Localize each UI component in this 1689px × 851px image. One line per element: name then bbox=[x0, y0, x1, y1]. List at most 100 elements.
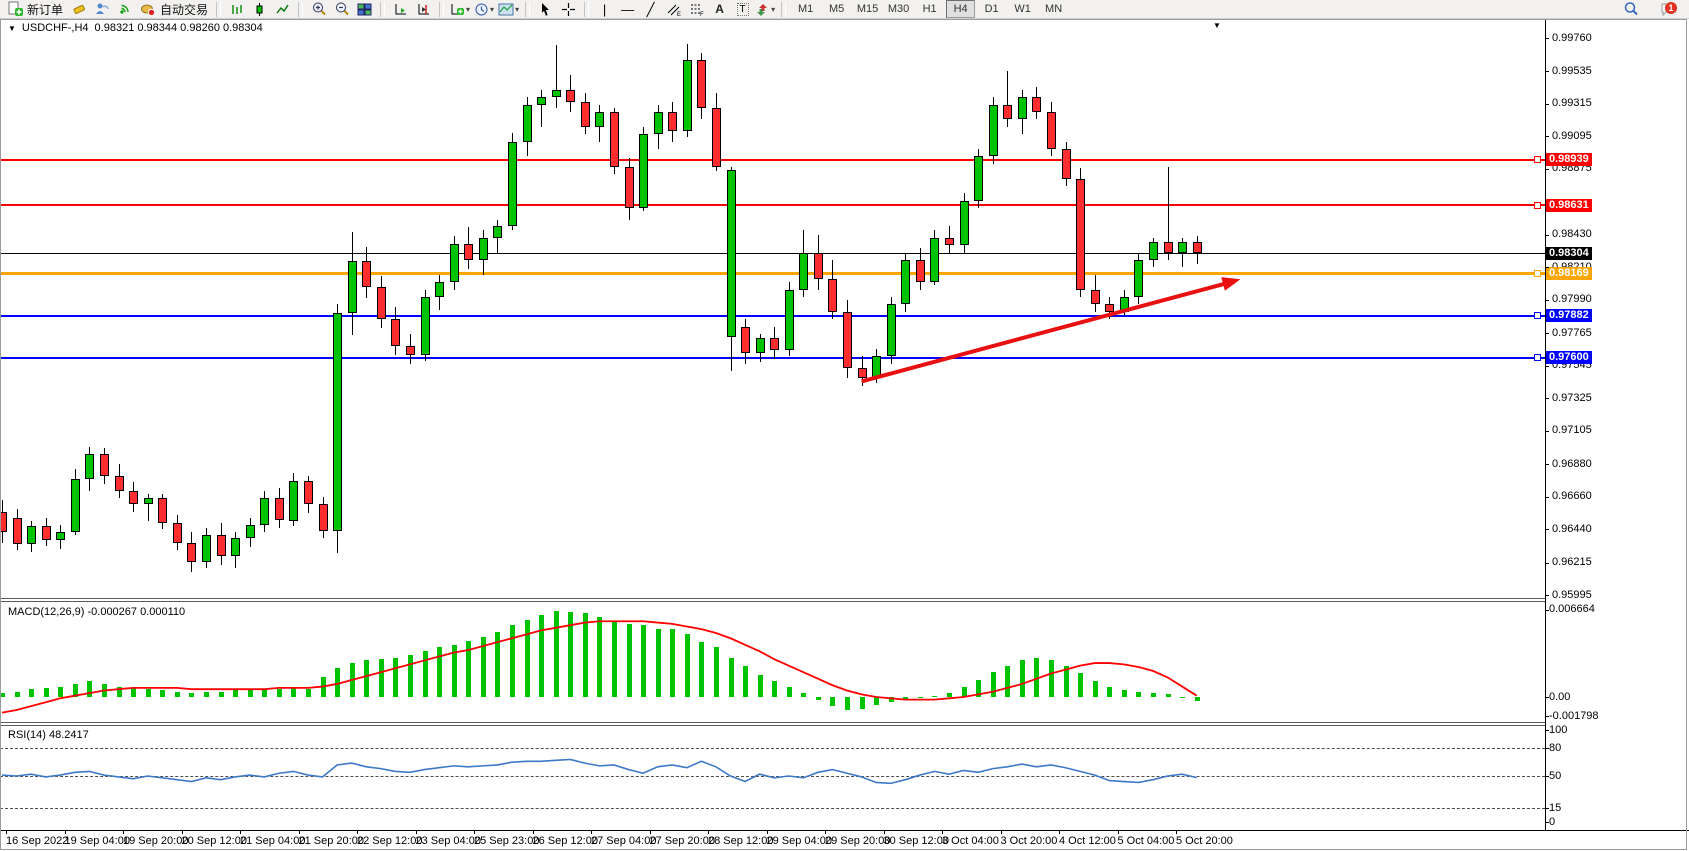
auto-scroll-button[interactable] bbox=[389, 1, 412, 18]
macd-histogram-bar bbox=[87, 681, 93, 697]
horizontal-line-button[interactable]: — bbox=[621, 1, 635, 17]
publish-button[interactable] bbox=[90, 1, 113, 18]
vertical-line-button[interactable]: | bbox=[602, 1, 607, 17]
toolbar-separator bbox=[298, 1, 304, 17]
zoom-out-button[interactable] bbox=[330, 1, 353, 18]
line-handle[interactable] bbox=[1534, 269, 1541, 277]
timeframe-button-w1[interactable]: W1 bbox=[1014, 3, 1031, 15]
macd-histogram-bar bbox=[932, 695, 938, 697]
time-label: 5 Oct 20:00 bbox=[1176, 835, 1233, 847]
text-button[interactable]: A bbox=[715, 2, 724, 16]
timeframe-button-m15[interactable]: M15 bbox=[856, 3, 879, 15]
fibonacci-button[interactable]: F bbox=[685, 1, 708, 18]
timeframe-button-h4[interactable]: H4 bbox=[946, 0, 976, 18]
macd-histogram-bar bbox=[14, 691, 20, 697]
price-tick-dash bbox=[1545, 103, 1549, 105]
line-chart-button[interactable] bbox=[271, 1, 294, 18]
macd-histogram-bar bbox=[466, 640, 472, 697]
notifications-button[interactable]: 1 bbox=[1656, 1, 1679, 18]
clock-icon bbox=[475, 3, 488, 15]
zoom-in-icon bbox=[312, 2, 326, 16]
macd-histogram-bar bbox=[801, 693, 807, 697]
collapse-toggle-icon[interactable]: ▼ bbox=[8, 23, 16, 33]
crosshair-button[interactable] bbox=[557, 1, 580, 18]
new-chart-button[interactable]: ▾ bbox=[448, 1, 472, 18]
line-handle[interactable] bbox=[1534, 156, 1541, 164]
line-handle[interactable] bbox=[1534, 312, 1541, 320]
time-label: 29 Sep 20:00 bbox=[825, 835, 891, 847]
timeframe-button-mn[interactable]: MN bbox=[1045, 3, 1063, 15]
time-axis[interactable]: 16 Sep 2022 19 Sep 04:00 19 Sep 20:00 20 Se… bbox=[0, 830, 1689, 851]
candle bbox=[405, 345, 415, 355]
candle-wick bbox=[555, 45, 557, 108]
tile-windows-button[interactable] bbox=[353, 1, 376, 18]
ohlc-quotes-label: 0.98321 0.98344 0.98260 0.98304 bbox=[94, 22, 263, 34]
autotrade-label[interactable]: 自动交易 bbox=[160, 2, 209, 17]
timeframe-button-m5[interactable]: M5 bbox=[828, 3, 845, 15]
timeframe-button-m1[interactable]: M1 bbox=[797, 3, 814, 15]
candle bbox=[974, 156, 984, 201]
candle bbox=[1105, 304, 1115, 312]
periods-button[interactable]: ▾ bbox=[472, 1, 496, 18]
rsi-line bbox=[1, 758, 1197, 785]
macd-histogram-bar bbox=[43, 687, 49, 697]
candle bbox=[915, 260, 925, 283]
chevron-down-icon: ▾ bbox=[490, 4, 495, 14]
text-label-button[interactable]: T bbox=[731, 1, 754, 18]
price-tick-label: 0.97990 bbox=[1552, 293, 1592, 306]
macd-histogram-bar bbox=[961, 686, 967, 697]
line-handle[interactable] bbox=[1534, 201, 1541, 209]
candle bbox=[1149, 242, 1159, 260]
price-tick-label: 0.96215 bbox=[1552, 556, 1592, 569]
bar-chart-button[interactable] bbox=[225, 1, 248, 18]
horizontal-line[interactable] bbox=[0, 204, 1545, 207]
rsi-level-line bbox=[0, 748, 1545, 750]
candle bbox=[0, 511, 7, 533]
trend-arrow[interactable] bbox=[0, 19, 1545, 598]
time-tick bbox=[474, 831, 475, 834]
time-tick bbox=[825, 831, 826, 834]
chart-header: ▼ USDCHF-,H4 0.98321 0.98344 0.98260 0.9… bbox=[8, 22, 263, 34]
candlestick-chart-button[interactable] bbox=[248, 1, 271, 18]
panel-separator[interactable] bbox=[0, 722, 1689, 726]
arrows-button[interactable]: ▾ bbox=[754, 1, 777, 18]
horizontal-line[interactable] bbox=[0, 314, 1545, 317]
candle bbox=[435, 282, 445, 297]
candle bbox=[828, 279, 838, 312]
channel-button[interactable]: E bbox=[662, 1, 685, 18]
timeframe-button-d1[interactable]: D1 bbox=[984, 3, 999, 15]
signals-button[interactable] bbox=[113, 1, 136, 18]
line-chart-icon bbox=[276, 4, 289, 13]
search-button[interactable] bbox=[1619, 1, 1642, 18]
horizontal-line[interactable] bbox=[0, 356, 1545, 359]
candle bbox=[945, 237, 955, 246]
macd-histogram-bar bbox=[1165, 694, 1171, 697]
trendline-button[interactable]: ╱ bbox=[646, 1, 655, 17]
cursor-button[interactable] bbox=[534, 1, 557, 18]
timeframe-button-m30[interactable]: M30 bbox=[887, 3, 910, 15]
candle bbox=[172, 523, 182, 543]
templates-button[interactable]: ▾ bbox=[496, 1, 521, 18]
macd-panel bbox=[0, 602, 1545, 722]
zoom-in-button[interactable] bbox=[307, 1, 330, 18]
horizontal-line[interactable] bbox=[0, 158, 1545, 161]
macd-histogram-bar bbox=[451, 644, 457, 697]
timeframe-button-h1[interactable]: H1 bbox=[922, 3, 937, 15]
horizontal-line[interactable] bbox=[0, 253, 1545, 254]
price-axis[interactable]: 0.99760 0.99535 0.99315 0.99095 0.98875 0.984… bbox=[1546, 19, 1689, 830]
arrows-icon bbox=[757, 3, 768, 16]
line-handle[interactable] bbox=[1534, 354, 1541, 362]
candle bbox=[522, 104, 532, 142]
panel-separator[interactable] bbox=[0, 598, 1689, 602]
chart-shift-button[interactable] bbox=[412, 1, 435, 18]
new-order-label[interactable]: 新订单 bbox=[27, 2, 64, 17]
macd-histogram-bar bbox=[757, 674, 763, 697]
macd-histogram-bar bbox=[976, 680, 982, 697]
price-tick-label: 0.99760 bbox=[1552, 31, 1592, 44]
marker-button[interactable] bbox=[67, 1, 90, 18]
horizontal-line[interactable] bbox=[0, 271, 1545, 275]
new-order-button[interactable] bbox=[3, 1, 26, 18]
autotrade-button[interactable] bbox=[136, 1, 159, 18]
macd-histogram-bar bbox=[947, 693, 953, 697]
price-tick-dash bbox=[1545, 398, 1549, 400]
